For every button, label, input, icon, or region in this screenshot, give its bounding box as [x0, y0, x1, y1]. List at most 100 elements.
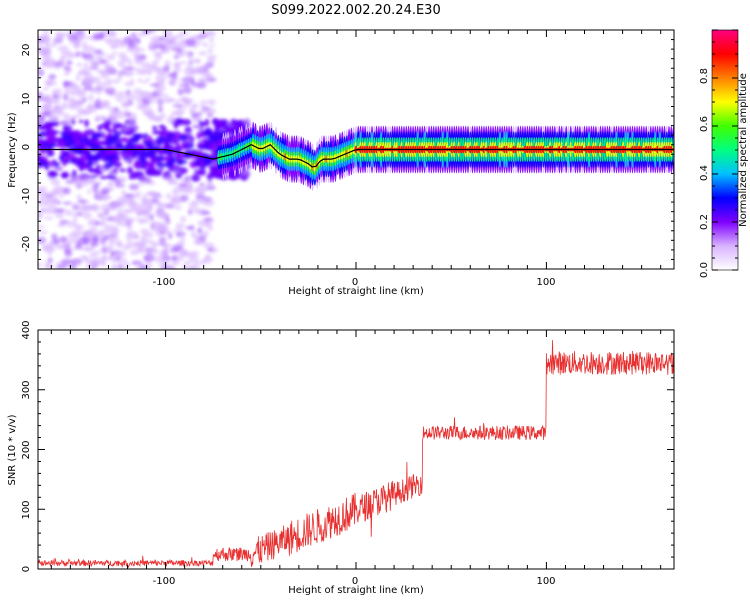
- spectrogram-speckle: [52, 39, 58, 46]
- spectrogram-speckle: [38, 236, 47, 244]
- spectrogram-speckle: [116, 40, 128, 48]
- spectrogram-speckle: [74, 30, 85, 36]
- spectrogram-speckle: [75, 75, 81, 81]
- spectrogram-speckle: [72, 202, 78, 210]
- spectrogram-speckle: [143, 253, 155, 262]
- spectrogram-speckle: [196, 81, 207, 89]
- spectrogram-speckle: [124, 93, 135, 101]
- spectrogram-speckle: [129, 249, 139, 256]
- spectrogram-speckle: [136, 32, 149, 37]
- spectrogram-band-cell: [69, 158, 77, 164]
- spectrogram-speckle: [72, 216, 78, 222]
- spectrogram-speckle: [74, 86, 82, 93]
- spectrogram-speckle: [44, 261, 50, 268]
- spectrogram-speckle: [172, 188, 180, 196]
- spectrogram-speckle: [125, 240, 133, 249]
- spectrogram-speckle: [112, 116, 119, 123]
- spectrogram-speckle: [71, 114, 82, 119]
- spectrogram-speckle: [149, 83, 160, 87]
- spectrogram-speckle: [207, 47, 213, 54]
- spectrogram-band-cell: [38, 132, 45, 138]
- spectrogram-speckle: [59, 192, 65, 198]
- snr-ticks: [38, 329, 674, 570]
- spectrogram-speckle: [127, 166, 133, 175]
- spectrogram-speckle: [149, 115, 157, 121]
- spectrogram-speckle: [172, 244, 183, 251]
- spectrogram-band-cell: [178, 135, 188, 142]
- spectrogram-speckle: [140, 239, 146, 248]
- spectrogram-speckle: [116, 266, 125, 269]
- spectrogram-speckle: [93, 49, 103, 54]
- spectrogram-speckle: [169, 136, 180, 144]
- spectrogram-speckle: [154, 255, 164, 263]
- spectrogram-speckle: [174, 99, 180, 108]
- spectrogram-speckle: [91, 203, 100, 212]
- spectrogram-speckle: [83, 61, 89, 70]
- spectrogram-speckle: [84, 119, 89, 128]
- spectrogram-speckle: [120, 111, 125, 115]
- spectrogram-speckle: [87, 189, 92, 195]
- spectrogram-band-cell: [144, 140, 154, 148]
- spectrogram-band-cell: [131, 137, 140, 143]
- spectrogram-speckle: [141, 66, 147, 70]
- spectrogram-band-cell: [103, 157, 114, 162]
- spectrogram-speckle: [126, 230, 138, 238]
- spectrogram-speckle: [114, 179, 122, 186]
- spectrogram-speckle: [86, 231, 95, 239]
- spectrogram-speckle: [65, 210, 74, 216]
- spectrogram-speckle: [198, 182, 206, 187]
- spectrogram-speckle: [137, 98, 143, 106]
- spectrogram-band-cell: [156, 135, 164, 144]
- spectrogram-band-cell: [176, 159, 183, 165]
- spectrogram-speckle: [184, 175, 190, 183]
- spectrogram-speckle: [140, 91, 150, 96]
- colorbar-gradient: [711, 29, 739, 271]
- spectrogram-speckle: [73, 40, 80, 48]
- snr-y-axis-label: SNR (10 * v/v): [7, 414, 18, 485]
- spectrogram-band-cell: [81, 136, 90, 144]
- spectrogram-speckle: [87, 94, 94, 102]
- spectrogram-speckle: [81, 41, 88, 50]
- spectrogram-speckle: [115, 114, 126, 119]
- spectrogram-speckle: [207, 222, 213, 229]
- spectrogram-speckle: [99, 247, 112, 254]
- spectrogram-heatmap: [38, 30, 674, 269]
- spectrogram-speckle: [99, 69, 107, 76]
- spectrogram-speckle: [164, 34, 175, 42]
- spectrogram-speckle: [125, 100, 131, 108]
- spectrogram-speckle: [125, 72, 135, 76]
- spectrogram-x-tick-label: 100: [536, 277, 555, 288]
- spectrogram-speckle: [152, 125, 158, 131]
- spectrogram-speckle: [104, 224, 115, 232]
- colorbar-tick-label: 0.8: [699, 68, 710, 84]
- snr-series-line: [38, 340, 674, 569]
- spectrogram-band-cell: [81, 164, 89, 169]
- spectrogram-speckle: [200, 210, 211, 216]
- spectrogram-speckle: [45, 202, 52, 207]
- spectrogram-speckle: [42, 103, 52, 109]
- spectrogram-speckle: [151, 169, 162, 174]
- spectrogram-speckle: [137, 248, 144, 253]
- spectrogram-band-cell: [66, 152, 75, 160]
- spectrogram-speckle: [102, 38, 109, 42]
- spectrogram-speckle: [158, 237, 167, 242]
- spectrogram-speckle: [209, 37, 214, 43]
- spectrogram-speckle: [187, 61, 194, 65]
- spectrogram-speckle: [152, 130, 163, 135]
- spectrogram-speckle: [158, 105, 163, 113]
- spectrogram-band-cell: [164, 156, 171, 161]
- spectrogram-band-cell: [63, 134, 70, 139]
- spectrogram-band-cell: [103, 135, 108, 140]
- spectrogram-speckle: [192, 208, 203, 215]
- spectrogram-band-cell: [44, 161, 49, 169]
- spectrogram-speckle: [95, 81, 104, 89]
- spectrogram-speckle: [193, 239, 203, 245]
- spectrogram-speckle: [89, 226, 98, 233]
- spectrogram-speckle: [122, 52, 127, 60]
- spectrogram-speckle: [179, 234, 186, 242]
- spectrogram-speckle: [197, 227, 202, 234]
- spectrogram-speckle: [63, 72, 70, 76]
- spectrogram-band-cell: [120, 137, 128, 142]
- spectrogram-y-tick-label: 0: [21, 144, 32, 150]
- spectrogram-speckle: [121, 198, 127, 202]
